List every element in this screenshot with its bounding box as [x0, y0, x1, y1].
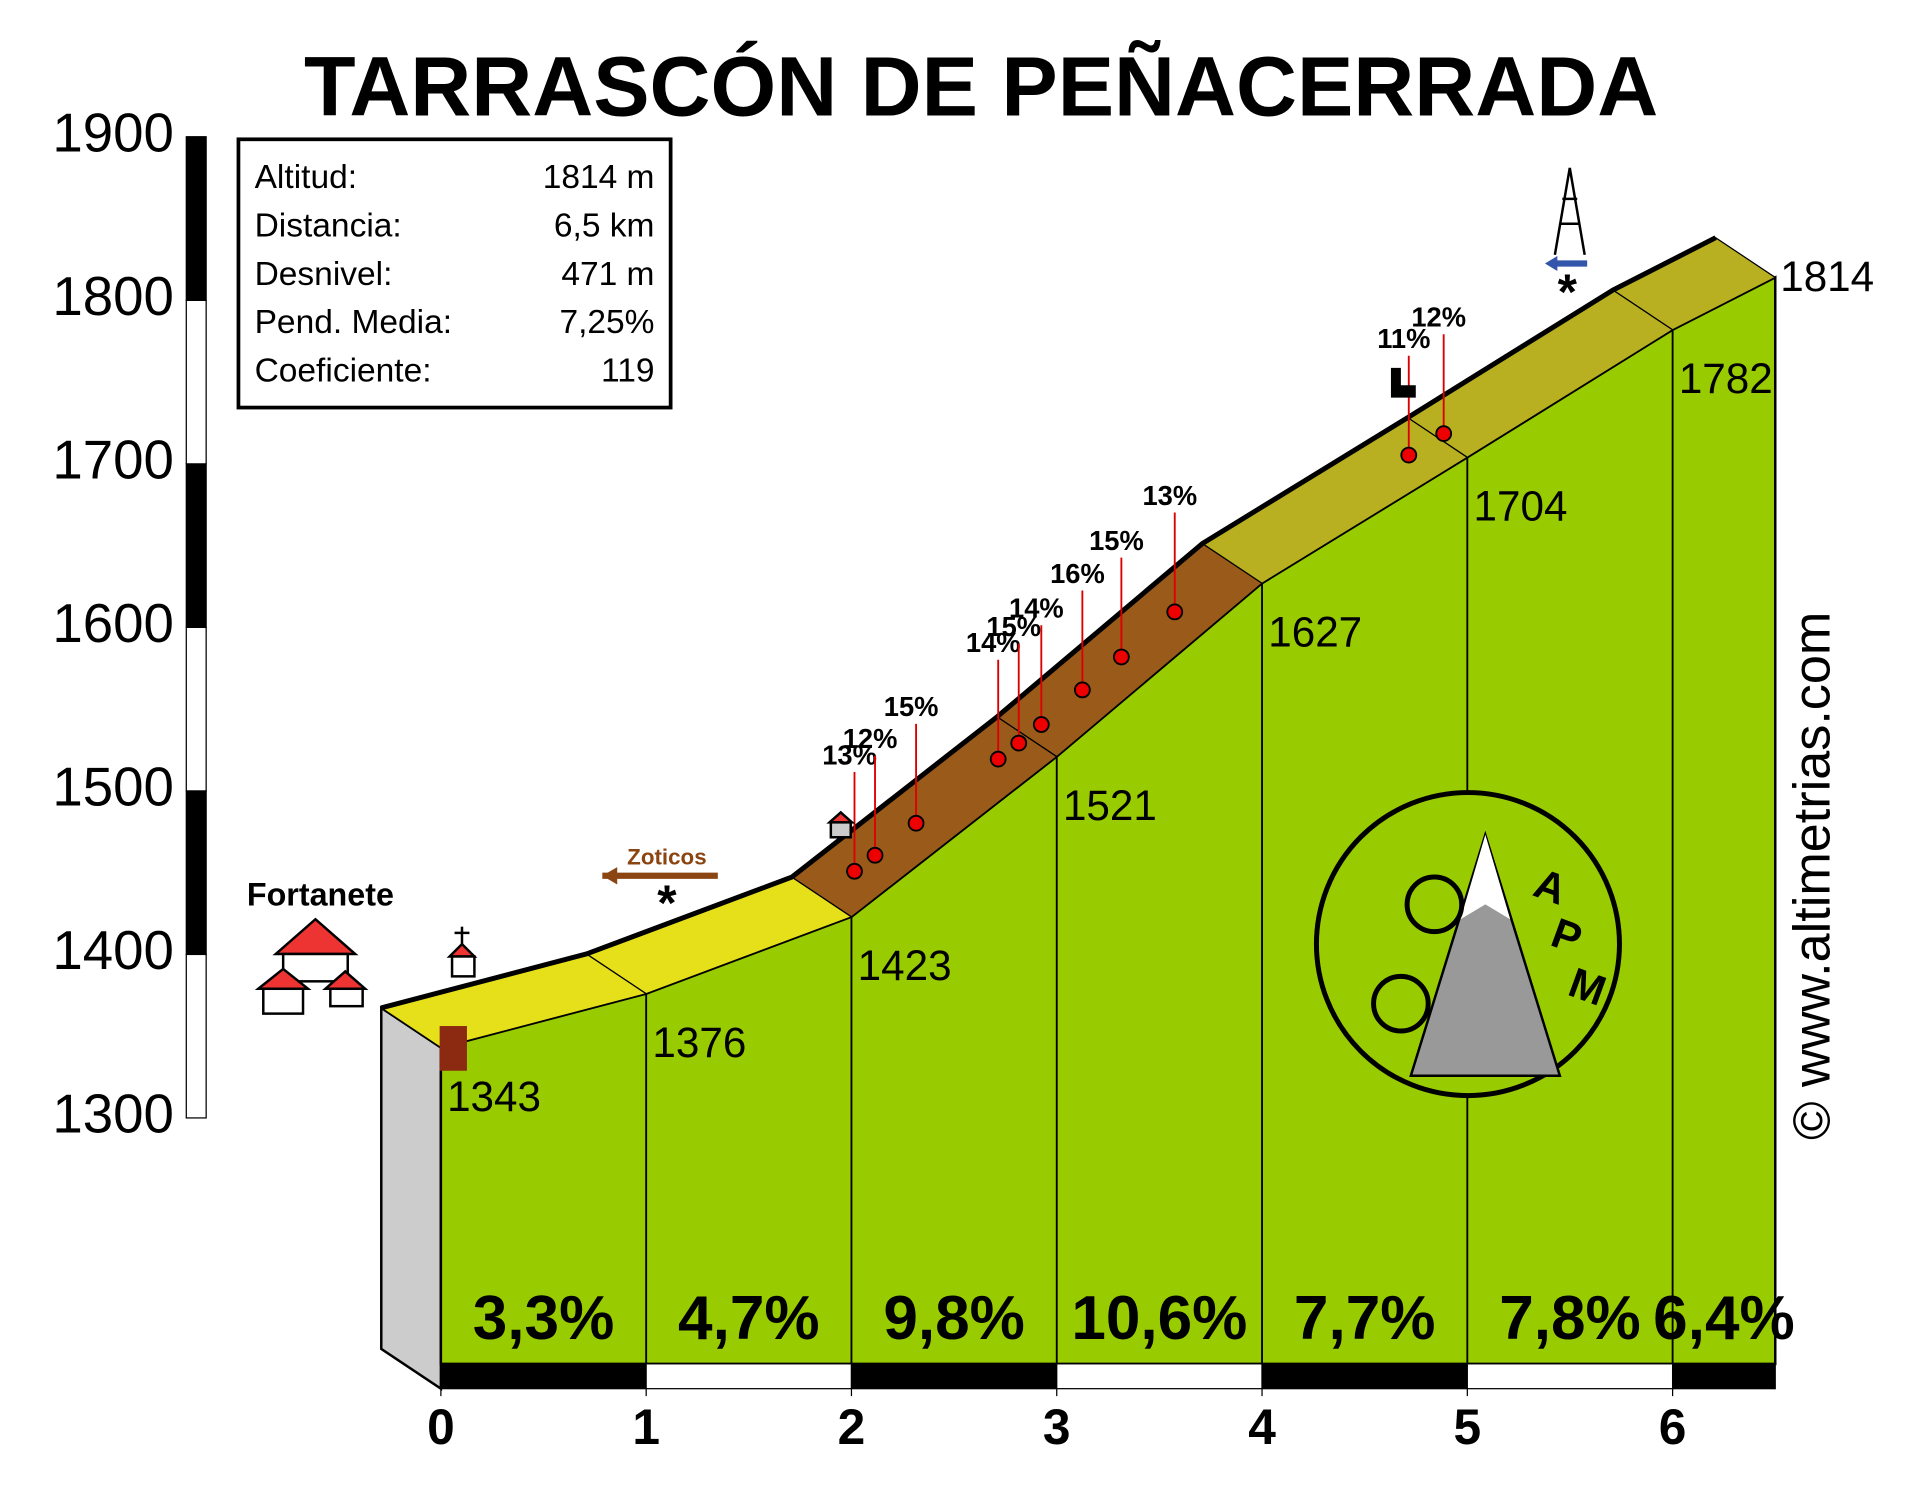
info-box: Altitud: 1814 m Distancia: 6,5 km Desnivel: 4… [236, 137, 673, 410]
building [1390, 367, 1416, 398]
steep-label: 15% [986, 611, 1041, 642]
x-tick-label: 4 [1248, 1399, 1276, 1455]
axis-band [185, 463, 207, 629]
village-icon [254, 810, 856, 1015]
steep-label: 15% [884, 691, 939, 722]
elevation-label: 1521 [1063, 782, 1157, 829]
steep-label: 16% [1050, 558, 1105, 589]
info-value: 1814 m [543, 159, 655, 196]
surface-edge [380, 235, 1717, 1011]
axis-band [185, 790, 207, 956]
info-label: Coeficiente: [255, 353, 432, 390]
axis-band [185, 626, 207, 792]
km-bar [440, 1363, 647, 1390]
steep-point [1166, 603, 1184, 621]
elevation-label: 1704 [1474, 483, 1568, 530]
info-label: Pend. Media: [255, 304, 452, 341]
steep-point [846, 862, 863, 880]
y-tick-label: 1600 [52, 593, 174, 654]
info-label: Desnivel: [255, 256, 393, 293]
km-bar [1466, 1363, 1674, 1390]
steep-label: 12% [843, 723, 898, 754]
elevation-label: 1782 [1679, 355, 1773, 402]
chart-title: TARRASCÓN DE PEÑACERRADA [304, 39, 1658, 134]
elevation-label: 1423 [858, 942, 952, 989]
gradient-label: 6,4% [1653, 1284, 1795, 1353]
elevation-label: 1376 [652, 1019, 746, 1066]
x-tick-label: 5 [1454, 1399, 1482, 1455]
star: * [657, 875, 677, 931]
steep-label: 15% [1089, 525, 1144, 556]
steep-point [1010, 734, 1028, 752]
x-tick-label: 2 [838, 1399, 866, 1455]
axis-band [185, 953, 207, 1119]
info-label: Distancia: [255, 207, 402, 244]
steep-label: 12% [1411, 302, 1466, 333]
credit: © www.altimetrias.com [1783, 612, 1841, 1140]
x-tick-label: 1 [632, 1399, 660, 1455]
y-tick-label: 1300 [52, 1083, 174, 1144]
info-value: 7,25% [559, 304, 654, 341]
steep-label: 14% [966, 627, 1021, 658]
y-tick-label: 1800 [52, 266, 174, 327]
gradient-label: 9,8% [883, 1284, 1025, 1353]
info-frame [236, 137, 673, 410]
x-tick-label: 0 [427, 1399, 455, 1455]
antenna [1553, 167, 1586, 256]
start-label: Fortanete [247, 876, 394, 912]
logo-snow [1460, 834, 1511, 920]
elevation-label: 1343 [447, 1073, 541, 1120]
y-tick-label: 1700 [52, 429, 174, 490]
axis-band [185, 299, 207, 465]
info-label: Altitud: [255, 159, 357, 196]
steep-point [1112, 648, 1130, 666]
km-bar [1261, 1363, 1468, 1390]
y-tick-label: 1500 [52, 756, 174, 817]
km-bar [850, 1363, 1058, 1390]
steep-label: 11% [1377, 323, 1430, 354]
km-bar [645, 1363, 853, 1390]
steep-label: 13% [822, 739, 877, 770]
info-value: 6,5 km [554, 207, 655, 244]
logo-wheel [1371, 973, 1431, 1034]
y-tick-label: 1400 [52, 920, 174, 981]
turn-arrow-head [602, 867, 618, 885]
landmark-icons: * * [439, 167, 1588, 1071]
info-value: 119 [601, 353, 654, 390]
steep-label: 13% [1142, 480, 1197, 511]
steep-point [866, 846, 884, 864]
info-value: 471 m [561, 256, 654, 293]
logo [1313, 790, 1622, 1099]
steep-point [1435, 425, 1453, 443]
steep-point [1400, 446, 1418, 464]
logo-mountain [1409, 830, 1562, 1077]
steep-point [989, 750, 1007, 768]
gradient-label: 10,6% [1071, 1284, 1247, 1353]
x-tick-label: 6 [1659, 1399, 1687, 1455]
steep-point [1073, 681, 1091, 699]
x-tick-label: 3 [1043, 1399, 1071, 1455]
km-bar [1056, 1363, 1263, 1390]
side-face [380, 1005, 443, 1391]
turn-label: Zoticos [627, 844, 706, 869]
start-marker [439, 1026, 467, 1071]
elevation-label: 1627 [1268, 609, 1362, 656]
km-bar [1671, 1363, 1776, 1390]
steep-label: 14% [1009, 593, 1064, 624]
steep-point [1032, 716, 1050, 733]
y-tick-label: 1900 [52, 102, 174, 163]
star: * [1558, 264, 1578, 320]
axis-band [185, 136, 207, 301]
gradient-label: 7,8% [1499, 1284, 1641, 1353]
arrow-head [1544, 256, 1558, 271]
gradient-label: 3,3% [473, 1284, 615, 1353]
gradient-label: 7,7% [1294, 1284, 1436, 1353]
elevation-label: 1814 [1780, 253, 1874, 300]
logo-wheel [1404, 874, 1465, 935]
gradient-label: 4,7% [678, 1284, 819, 1353]
steep-point [907, 814, 925, 832]
